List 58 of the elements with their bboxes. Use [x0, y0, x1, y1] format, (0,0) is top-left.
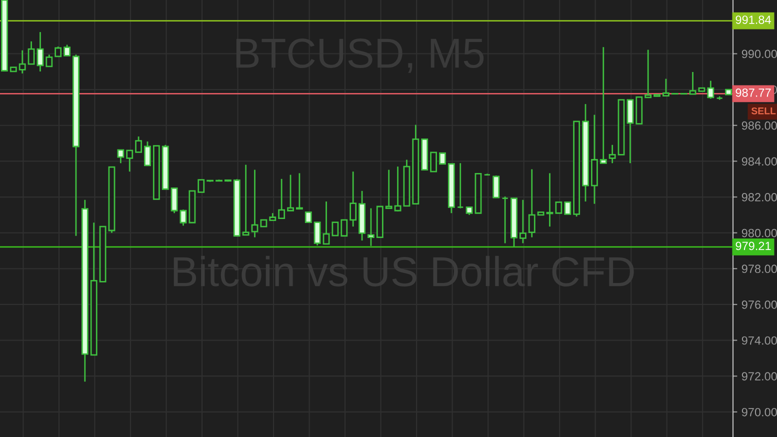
candlestick: [126, 150, 134, 172]
ref-line-label: 987.77: [736, 88, 771, 97]
candlestick: [170, 188, 178, 214]
candlestick: [322, 200, 330, 245]
candlestick: [296, 172, 303, 210]
candlestick: [242, 164, 250, 236]
y-tick-label: 984.00: [742, 157, 777, 166]
candlestick: [385, 169, 392, 209]
y-tick-label: 970.00: [742, 408, 777, 416]
candlestick: [546, 172, 554, 228]
ref-line-label: 979.21: [736, 242, 771, 250]
candlestick: [456, 162, 464, 209]
y-tick-label: 980.00: [742, 228, 777, 238]
candlestick: [626, 99, 634, 164]
candlestick: [707, 80, 714, 100]
candlestick: [439, 152, 446, 165]
candlestick: [304, 212, 312, 223]
y-tick-label: 982.00: [742, 193, 777, 202]
candlestick: [135, 136, 142, 153]
y-tick-label: 986.00: [742, 121, 777, 130]
candlestick: [198, 179, 205, 193]
candlestick: [644, 49, 652, 98]
candlestick: [368, 208, 374, 247]
candlestick: [180, 208, 187, 226]
candlestick: [314, 222, 321, 246]
candlestick: [430, 152, 438, 172]
candlestick: [689, 71, 696, 95]
ref-line-label: 991.84: [736, 16, 771, 24]
candlestick: [117, 149, 124, 164]
candlestick: [502, 196, 509, 244]
candlestick: [519, 199, 526, 244]
y-tick-label: 976.00: [742, 300, 777, 309]
y-tick-label: 974.00: [742, 336, 777, 345]
candlestick: [662, 78, 670, 97]
candlestick: [18, 50, 26, 74]
text: SELL: [751, 107, 776, 114]
candlestick: [278, 178, 286, 220]
y-tick-label: 990.00: [742, 50, 777, 58]
y-tick-label: 972.00: [742, 372, 777, 380]
candlestick: [492, 174, 500, 198]
candlestick: [608, 144, 616, 164]
candlestick: [350, 170, 357, 228]
candlestick: [332, 222, 339, 236]
y-tick-label: 978.00: [742, 264, 777, 274]
candlestick: [287, 174, 294, 212]
candlestick: [46, 54, 53, 68]
candlestick: [28, 40, 35, 65]
candlestick: [340, 219, 348, 237]
candlestick: [64, 44, 71, 56]
candlestick: [564, 202, 572, 215]
candlestick: [36, 31, 44, 72]
candlestick: [600, 46, 607, 164]
candlestick: [555, 202, 562, 214]
candlestick: [394, 166, 402, 212]
candlestick: [144, 140, 151, 166]
candlestick: [54, 46, 62, 58]
candlestick: [528, 168, 536, 238]
candlestick: [251, 169, 258, 238]
